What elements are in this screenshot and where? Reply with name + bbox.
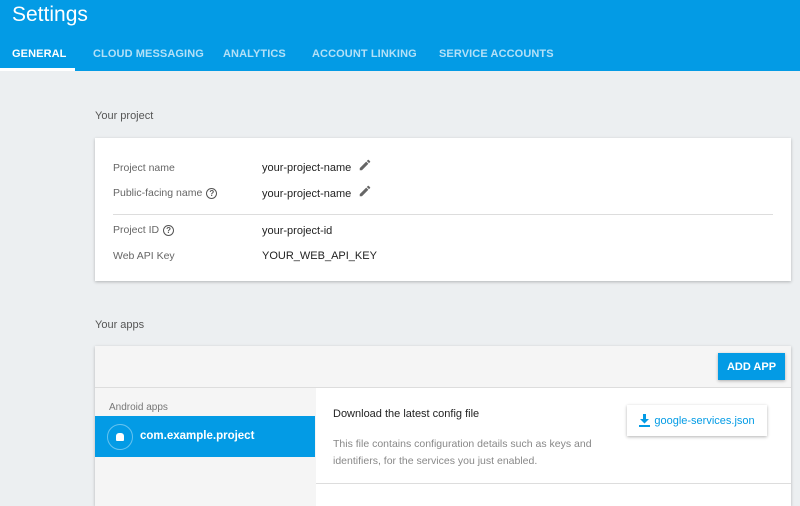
tab-analytics[interactable]: ANALYTICS (223, 48, 286, 60)
app-list-item-selected[interactable]: com.example.project (95, 416, 315, 457)
add-app-button[interactable]: ADD APP (718, 353, 785, 380)
config-title: Download the latest config file (333, 408, 480, 420)
web-api-key-label: Web API Key (113, 250, 175, 262)
project-name-label: Project name (113, 162, 175, 174)
your-apps-heading: Your apps (95, 319, 145, 331)
help-icon[interactable]: ? (206, 187, 218, 199)
tab-cloud-messaging[interactable]: CLOUD MESSAGING (93, 48, 204, 60)
help-icon[interactable]: ? (163, 224, 175, 236)
divider (316, 483, 791, 484)
page-title: Settings (12, 3, 88, 26)
public-name-value: your-project-name (262, 188, 352, 200)
android-icon (107, 424, 133, 450)
divider (113, 214, 773, 215)
your-project-heading: Your project (95, 110, 154, 122)
apps-card: ADD APP Android apps com.example.project… (95, 346, 791, 506)
project-id-label: Project ID (113, 224, 160, 236)
tab-service-accounts[interactable]: SERVICE ACCOUNTS (439, 48, 554, 60)
android-apps-label: Android apps (109, 402, 168, 413)
tab-account-linking[interactable]: ACCOUNT LINKING (312, 48, 417, 60)
tab-general[interactable]: GENERAL (12, 48, 67, 60)
config-description-line: This file contains configuration details… (333, 438, 592, 450)
project-name-value: your-project-name (262, 162, 352, 174)
public-name-label: Public-facing name (113, 187, 203, 199)
config-description-line: identifiers, for the services you just e… (333, 455, 538, 467)
download-config-button[interactable]: google-services.json (627, 405, 767, 436)
divider (95, 387, 791, 388)
web-api-key-value: YOUR_WEB_API_KEY (262, 250, 377, 262)
config-panel: Download the latest config file This fil… (316, 388, 791, 506)
app-header: Settings GENERAL CLOUD MESSAGING ANALYTI… (0, 0, 800, 71)
app-package-name: com.example.project (140, 430, 255, 442)
download-config-label: google-services.json (654, 414, 755, 427)
edit-pencil-icon[interactable] (358, 184, 372, 198)
project-card: Project name your-project-name Public-fa… (95, 138, 791, 281)
active-tab-indicator (0, 68, 75, 71)
project-id-value: your-project-id (262, 225, 333, 237)
edit-pencil-icon[interactable] (358, 158, 372, 172)
download-icon (639, 414, 651, 427)
